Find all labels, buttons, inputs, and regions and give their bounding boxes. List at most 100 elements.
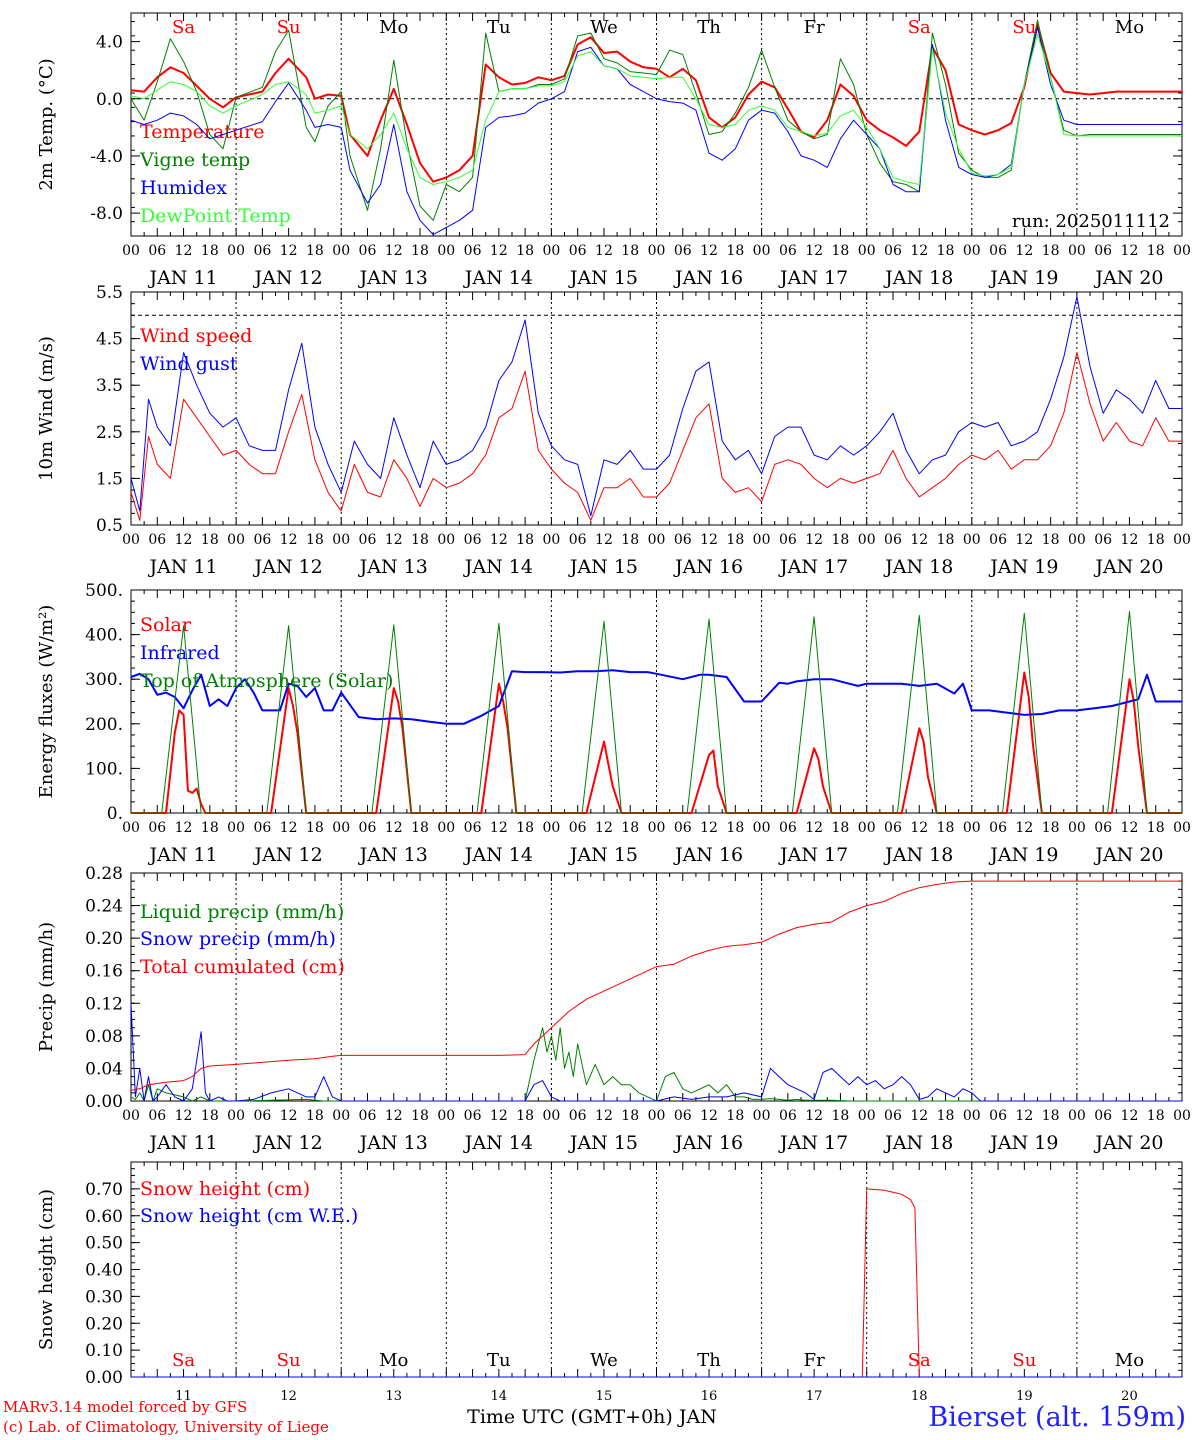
hour-tick-label: 00 — [858, 243, 876, 259]
panel-3: 500. 400. 300. 200. 100. 0. Energy fluxes (W/m… — [36, 581, 1191, 866]
weekday-label: Mo — [379, 17, 408, 38]
hour-tick-label: 12 — [1015, 243, 1033, 259]
weekday-label: Sa — [172, 1350, 195, 1371]
hour-tick-label: 00 — [227, 532, 245, 548]
date-label: JAN 16 — [673, 556, 743, 578]
run-label: run: 2025011112 — [1012, 211, 1170, 232]
weekday-label: Sa — [908, 17, 931, 38]
weekday-label: Mo — [1115, 17, 1144, 38]
hour-tick-label: 12 — [910, 243, 928, 259]
hour-tick-label: 18 — [516, 1108, 534, 1124]
y-tick-label: 0.04 — [85, 1059, 123, 1079]
hour-tick-label: 18 — [832, 820, 850, 836]
y-tick-label: 0.16 — [85, 962, 123, 982]
date-label: JAN 16 — [673, 1132, 743, 1154]
y-tick-label: 0.10 — [85, 1341, 123, 1361]
y-tick-label: 200. — [85, 715, 123, 735]
hour-tick-label: 00 — [648, 820, 666, 836]
y-tick-label: 0.70 — [85, 1180, 123, 1200]
weekday-label: Th — [697, 1350, 721, 1371]
y-tick-label: 300. — [85, 670, 123, 690]
hour-tick-label: 18 — [1042, 1108, 1060, 1124]
hour-tick-label: 00 — [1068, 243, 1086, 259]
series-line-1 — [130, 23, 1182, 183]
weekday-label: Mo — [1115, 1350, 1144, 1371]
series-line-3 — [131, 610, 1182, 814]
hour-tick-label: 18 — [726, 820, 744, 836]
date-label: JAN 20 — [1093, 556, 1163, 578]
date-label: JAN 16 — [673, 267, 743, 289]
hour-tick-label: 18 — [621, 1108, 639, 1124]
date-label: JAN 18 — [883, 556, 953, 578]
date-label: JAN 18 — [883, 267, 953, 289]
hour-tick-label: 12 — [175, 532, 193, 548]
hour-tick-label: 06 — [884, 243, 902, 259]
hour-tick-label: 00 — [332, 243, 350, 259]
hour-tick-label: 06 — [148, 820, 166, 836]
hour-tick-label: 06 — [148, 243, 166, 259]
hour-tick-label: 06 — [569, 1108, 587, 1124]
day-number-label: 12 — [280, 1389, 297, 1404]
hour-tick-label: 12 — [385, 243, 403, 259]
hour-tick-label: 00 — [437, 1108, 455, 1124]
hour-tick-label: 06 — [1094, 820, 1112, 836]
legend-entry: Temperature — [140, 121, 264, 143]
hour-tick-label: 06 — [779, 243, 797, 259]
series-line-4 — [130, 33, 1182, 185]
hour-tick-label: 18 — [937, 1108, 955, 1124]
hour-tick-label: 12 — [175, 1108, 193, 1124]
hour-tick-label: 06 — [674, 532, 692, 548]
date-label: JAN 13 — [358, 1132, 428, 1154]
series-line-2 — [130, 19, 1182, 221]
hour-tick-label: 06 — [884, 1108, 902, 1124]
legend-entry: Total cumulated (cm) — [140, 956, 345, 978]
panel-4: 0.28 0.24 0.20 0.16 0.12 0.08 0.04 0.00 Precip (… — [36, 864, 1191, 1154]
hour-tick-label: 06 — [148, 1108, 166, 1124]
legend-entry: Snow height (cm) — [140, 1178, 310, 1200]
y-tick-label: 0. — [107, 804, 123, 824]
hour-tick-label: 18 — [621, 243, 639, 259]
hour-tick-label: 06 — [253, 243, 271, 259]
hour-tick-label: 12 — [805, 243, 823, 259]
station-label: Bierset (alt. 159m) — [928, 1402, 1186, 1433]
hour-tick-label: 18 — [1147, 1108, 1165, 1124]
hour-tick-label: 00 — [122, 1108, 140, 1124]
day-number-label: 18 — [911, 1389, 928, 1404]
hour-tick-label: 18 — [937, 243, 955, 259]
date-label: JAN 13 — [358, 556, 428, 578]
hour-tick-label: 00 — [1068, 820, 1086, 836]
hour-tick-label: 12 — [385, 1108, 403, 1124]
hour-tick-label: 00 — [858, 532, 876, 548]
date-label: JAN 14 — [463, 844, 533, 866]
hour-tick-label: 06 — [1094, 532, 1112, 548]
y-tick-label: 100. — [85, 759, 123, 779]
day-number-label: 20 — [1121, 1389, 1138, 1404]
hour-tick-label: 06 — [253, 820, 271, 836]
hour-tick-label: 00 — [227, 243, 245, 259]
y-tick-label: 0.00 — [85, 1092, 123, 1112]
hour-tick-label: 06 — [148, 532, 166, 548]
hour-tick-label: 18 — [201, 532, 219, 548]
hour-tick-label: 18 — [411, 532, 429, 548]
date-label: JAN 20 — [1093, 267, 1163, 289]
date-label: JAN 17 — [778, 556, 848, 578]
date-label: JAN 14 — [463, 267, 533, 289]
hour-tick-label: 12 — [280, 532, 298, 548]
hour-tick-label: 06 — [989, 532, 1007, 548]
hour-tick-label: 18 — [1042, 532, 1060, 548]
hour-tick-label: 18 — [306, 1108, 324, 1124]
y-tick-label: 400. — [85, 626, 123, 646]
hour-tick-label: 06 — [884, 532, 902, 548]
y-tick-label: 0.20 — [85, 1314, 123, 1334]
y-tick-label: 4.5 — [96, 330, 123, 350]
hour-tick-label: 12 — [700, 243, 718, 259]
date-label: JAN 12 — [253, 267, 323, 289]
date-label: JAN 15 — [568, 1132, 638, 1154]
hour-tick-label: 06 — [359, 243, 377, 259]
hour-tick-label: 12 — [175, 243, 193, 259]
hour-tick-label: 00 — [227, 820, 245, 836]
hour-tick-label: 06 — [779, 820, 797, 836]
hour-tick-label: 06 — [1094, 243, 1112, 259]
legend-entry: Wind gust — [140, 353, 238, 375]
date-label: JAN 13 — [358, 267, 428, 289]
